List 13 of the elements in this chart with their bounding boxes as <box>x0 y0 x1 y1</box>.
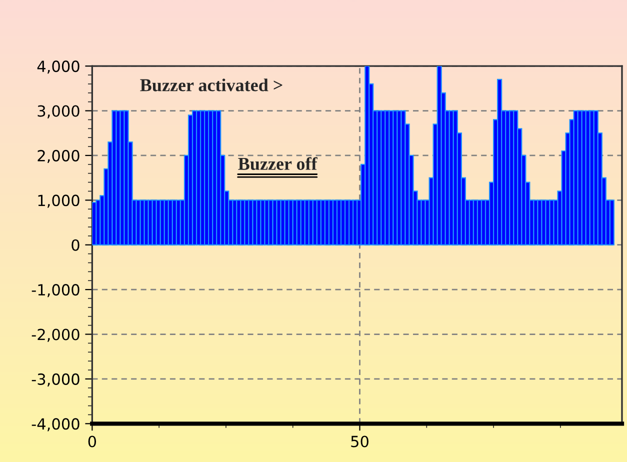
y-tick-label: 3,000 <box>38 105 80 118</box>
x-tick-label: 50 <box>351 436 368 448</box>
y-tick-label: -2,000 <box>32 328 80 342</box>
y-tick-label: -3,000 <box>32 373 80 387</box>
y-tick-label: 2,000 <box>38 150 80 164</box>
y-tick-label: 4,000 <box>37 60 80 74</box>
bar <box>609 200 615 246</box>
y-tick-label: 1,000 <box>38 194 80 208</box>
y-tick-label: -1,000 <box>32 284 80 298</box>
annotation: Buzzer activated > <box>140 78 282 92</box>
y-tick-label: 0 <box>72 239 80 251</box>
y-tick-label: -4,000 <box>32 418 80 432</box>
annotation: Buzzer off <box>238 157 318 170</box>
